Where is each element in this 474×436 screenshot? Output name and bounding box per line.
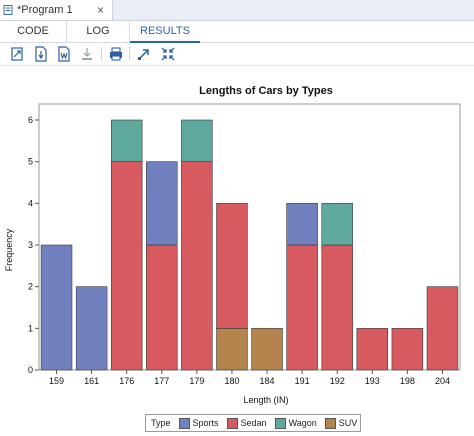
download-word-icon[interactable] [56,46,72,62]
bar-192-wagon [321,203,353,246]
x-axis-label: Length (IN) [243,395,288,405]
y-tick-label: 0 [28,365,33,375]
x-tick-label: 192 [330,376,345,386]
legend-label-sports: Sports [192,418,219,428]
bars-group [40,119,459,371]
tab-results[interactable]: RESULTS [130,21,200,43]
x-ticks-group: 159 161 176 177 179 180 184 191 192 193 198 204 [49,370,450,386]
y-ticks-group: 0 1 2 3 4 5 6 [28,115,39,375]
x-tick-label: 204 [435,376,450,386]
tab-log[interactable]: LOG [67,21,130,42]
toolbar-separator [129,47,130,61]
view-tabs: CODE LOG RESULTS [0,21,474,43]
close-tab-icon[interactable]: × [96,3,104,17]
x-tick-label: 176 [119,376,134,386]
y-axis-label: Frequency [4,228,14,271]
bar-176-wagon [110,119,143,162]
bar-191-sports [286,203,318,246]
program-icon [3,5,13,15]
bar-179-sedan [181,161,213,371]
x-tick-label: 193 [365,376,380,386]
x-tick-label: 161 [84,376,99,386]
tab-code[interactable]: CODE [0,21,67,42]
y-tick-label: 4 [28,198,33,208]
bar-191-sedan [286,244,318,371]
y-tick-label: 5 [28,157,33,167]
legend-swatch-sedan [226,417,238,429]
print-icon[interactable] [108,46,124,62]
plot-frame [38,103,461,371]
bar-184-suv [251,328,283,371]
chart-legend: Type Sports Sedan Wagon SUV [145,414,361,432]
legend-label-suv: SUV [338,418,358,428]
collapse-arrows-icon[interactable] [160,46,176,62]
bar-193-sedan [356,328,389,371]
x-tick-label: 191 [295,376,310,386]
download-pdf-icon[interactable] [33,46,49,62]
bar-179-wagon [181,119,213,162]
bar-192-sedan [321,244,353,371]
new-window-icon[interactable] [9,46,25,62]
x-tick-label: 177 [154,376,169,386]
bar-204-sedan [426,286,459,371]
x-tick-label: 198 [400,376,415,386]
bar-180-suv [216,328,248,371]
x-tick-label: 159 [49,376,64,386]
bar-159-sports [40,244,73,371]
bar-161-sports [75,286,108,371]
legend-label-wagon: Wagon [288,418,317,428]
bar-198-sedan [391,328,424,371]
download-icon[interactable] [79,46,95,62]
legend-title: Type [151,418,171,428]
bar-177-sedan [146,244,178,371]
legend-item-wagon: Wagon [274,417,317,429]
y-tick-label: 3 [28,240,33,250]
legend-label-sedan: Sedan [240,418,267,428]
results-toolbar [0,43,474,66]
document-tab-label: *Program 1 [17,4,73,16]
bar-177-sports [146,161,178,246]
bar-176-sedan [110,161,143,371]
chart-title: Lengths of Cars by Types [199,85,333,97]
toolbar-separator [101,47,102,61]
document-tab-bar: *Program 1 × [0,0,474,21]
y-tick-label: 2 [28,282,33,292]
x-tick-label: 184 [260,376,275,386]
legend-swatch-wagon [274,417,286,429]
x-tick-label: 180 [224,376,239,386]
legend-item-suv: SUV [324,417,358,429]
legend-item-sports: Sports [178,417,219,429]
legend-swatch-suv [324,417,336,429]
stacked-bar-chart: Lengths of Cars by Types Frequency Lengt… [4,85,461,405]
y-tick-label: 1 [28,323,33,333]
y-tick-label: 6 [28,115,33,125]
bar-180-sedan [216,203,248,329]
legend-item-sedan: Sedan [226,417,267,429]
expand-arrow-icon[interactable] [136,46,152,62]
x-tick-label: 179 [189,376,204,386]
legend-swatch-sports [178,417,190,429]
document-tab-program-1[interactable]: *Program 1 × [0,0,113,20]
results-pane: Lengths of Cars by Types Frequency Lengt… [0,66,474,436]
